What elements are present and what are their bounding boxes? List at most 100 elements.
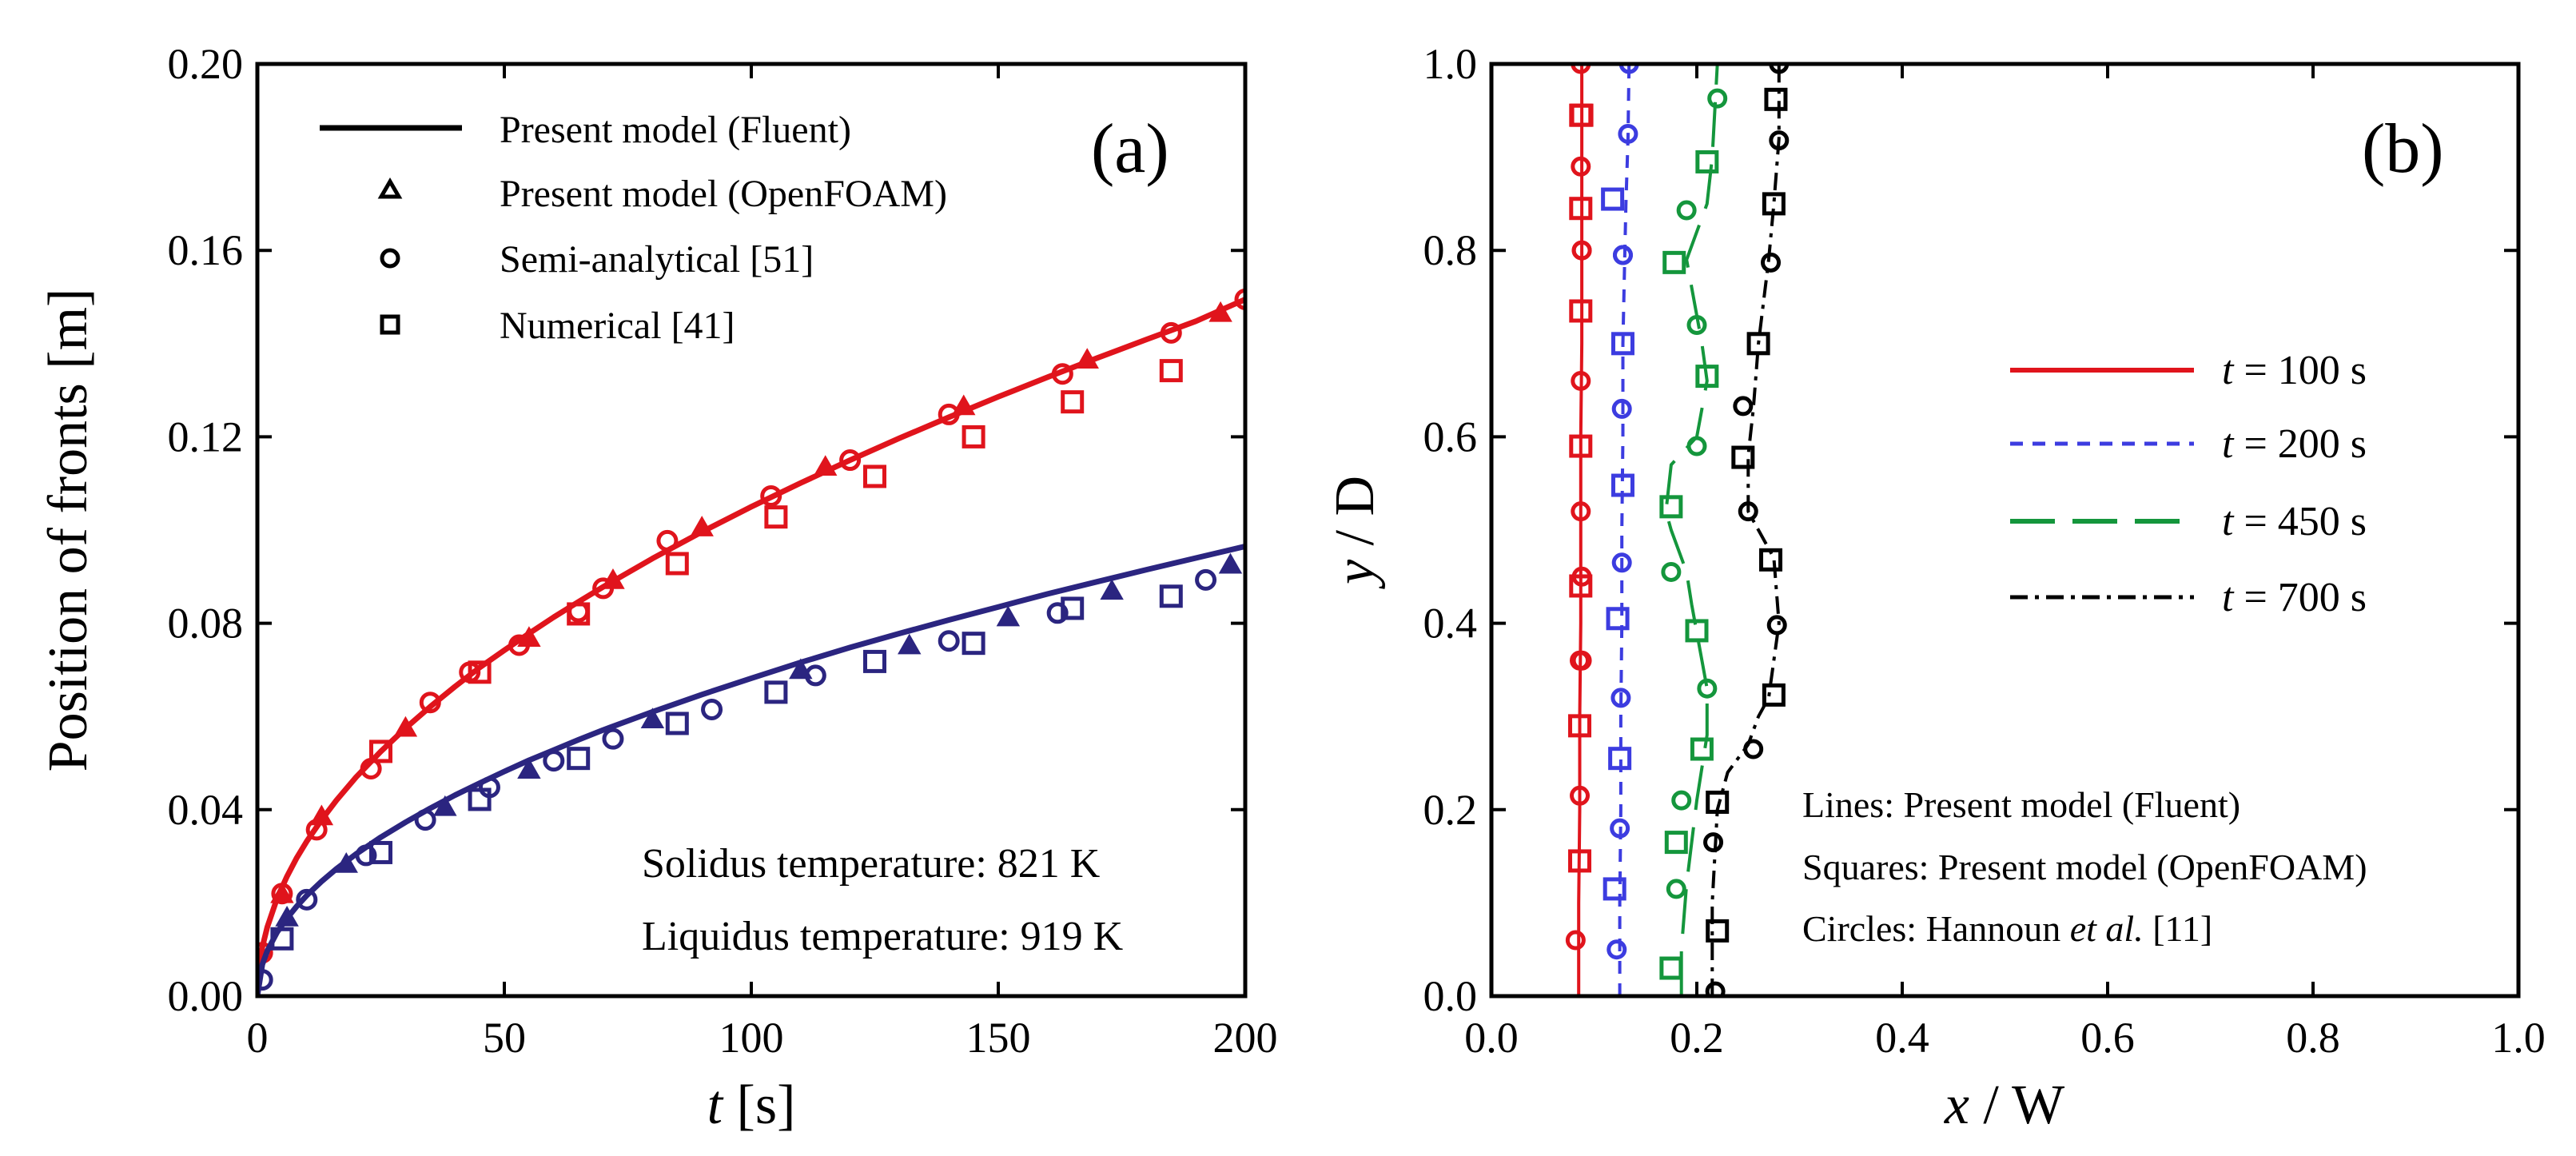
square-point: [764, 505, 788, 529]
circle-point: [602, 727, 624, 750]
circle-point: [1671, 790, 1692, 811]
square-point: [1695, 149, 1719, 173]
legend-numerical-square-icon: [380, 314, 400, 335]
x-tick-label: 0.4: [1875, 1014, 1929, 1062]
circle-point: [1046, 602, 1069, 624]
square-point: [369, 840, 392, 864]
legend-openfoam-label: Present model (OpenFOAM): [500, 173, 947, 215]
square-point: [1606, 607, 1630, 631]
y-tick-label: 0.8: [1423, 226, 1478, 274]
circle-point: [414, 809, 436, 831]
circle-point: [592, 577, 615, 600]
chart-b-y-axis-label: y / D: [1324, 476, 1386, 589]
circle-point: [257, 969, 273, 991]
circle-point: [1571, 370, 1591, 391]
circle-point: [1571, 650, 1592, 671]
triangle-point: [1100, 579, 1124, 600]
circle-point: [1761, 252, 1782, 273]
triangle-point: [690, 516, 714, 536]
square-point: [1601, 187, 1625, 211]
y-tick-label: 0.08: [168, 600, 244, 648]
legend-numerical-label: Numerical [41]: [500, 305, 735, 347]
chart-b-legend: t = 100 s t = 200 s t = 450 s t = 700 s: [2010, 348, 2367, 620]
circle-point: [701, 698, 723, 720]
legend-t100-label: t = 100 s: [2222, 348, 2367, 393]
square-point: [1569, 574, 1593, 598]
square-point: [1610, 332, 1634, 356]
chart-a-y-axis-label: Position of fronts [m]: [38, 289, 99, 772]
chart-a-panel-label: (a): [1091, 110, 1169, 188]
triangle-point: [433, 795, 457, 816]
triangle-point: [275, 906, 299, 927]
chart-a-tick-labels: 0 50 100 150 200 0.00 0.04 0.08 0.12 0.16 0.20: [168, 40, 1278, 1062]
triangle-point: [996, 605, 1021, 627]
chart-b-ylabel-unit: / D: [1324, 476, 1386, 560]
x-tick-label: 1.0: [2491, 1014, 2546, 1062]
legend-t700-value: = 700 s: [2233, 575, 2367, 620]
triangle-point: [334, 851, 358, 873]
chart-b-tick-labels: 0.0 0.2 0.4 0.6 0.8 1.0 0.0 0.2 0.4 0.6 0.8 1.0: [1423, 40, 2546, 1062]
x-tick-label: 50: [483, 1014, 526, 1062]
square-point: [1685, 619, 1709, 643]
y-tick-label: 0.12: [168, 413, 244, 460]
circle-point: [1570, 785, 1591, 806]
circle-point: [1571, 240, 1592, 261]
circle-point: [1565, 930, 1586, 951]
x-tick-label: 0.2: [1670, 1014, 1724, 1062]
note-circles-italic: et al.: [2070, 908, 2144, 949]
circle-point: [1571, 501, 1591, 522]
legend-t100-value: = 100 s: [2233, 348, 2367, 393]
chart-b-panel-label: (b): [2362, 110, 2444, 188]
circle-point: [543, 750, 565, 772]
circle-point: [839, 449, 862, 472]
square-point: [1569, 197, 1593, 221]
square-point: [468, 660, 492, 684]
y-tick-label: 0.04: [168, 786, 244, 834]
square-point: [1659, 956, 1683, 980]
y-tick-label: 0.00: [168, 972, 244, 1020]
square-point: [1570, 103, 1594, 127]
triangle-point: [1218, 552, 1243, 574]
legend-t450-var: t: [2222, 499, 2235, 544]
square-point: [270, 927, 294, 951]
circle-point: [1743, 739, 1764, 759]
y-tick-label: 0.20: [168, 40, 244, 88]
note-squares: Squares: Present model (OpenFOAM): [1802, 847, 2367, 887]
square-point: [764, 680, 788, 704]
x-tick-label: 100: [719, 1014, 784, 1062]
note-circles-ref: [11]: [2144, 908, 2212, 949]
triangle-point: [813, 455, 838, 476]
x-tick-label: 150: [966, 1014, 1031, 1062]
circle-point: [656, 529, 679, 552]
legend-t200-var: t: [2222, 421, 2235, 467]
circle-point: [1733, 396, 1754, 417]
circle-point: [1703, 832, 1724, 853]
square-point: [369, 739, 392, 763]
chart-b-xlabel-var: x: [1944, 1074, 1969, 1136]
triangle-point: [898, 633, 922, 655]
x-tick-label: 0.6: [2080, 1014, 2135, 1062]
circle-point: [938, 630, 960, 652]
square-point: [1731, 445, 1755, 469]
legend-t700-var: t: [2222, 575, 2235, 620]
square-point: [468, 787, 492, 811]
circle-point: [1676, 200, 1697, 221]
triangle-point: [517, 758, 541, 779]
square-point: [1762, 683, 1786, 707]
circle-point: [1607, 939, 1627, 960]
circle-point: [305, 819, 328, 841]
circle-point: [804, 664, 826, 687]
square-point: [1159, 584, 1183, 608]
circle-point: [1686, 314, 1707, 335]
square-point: [567, 747, 591, 771]
circle-point: [1769, 130, 1790, 151]
circle-point: [1234, 288, 1245, 310]
circle-point: [271, 883, 293, 905]
circle-point: [1051, 363, 1073, 385]
square-point: [1159, 359, 1183, 383]
solidus-temperature-note: Solidus temperature: 821 K: [642, 841, 1101, 887]
y-tick-label: 0.16: [168, 226, 244, 274]
circle-point: [1707, 88, 1728, 109]
